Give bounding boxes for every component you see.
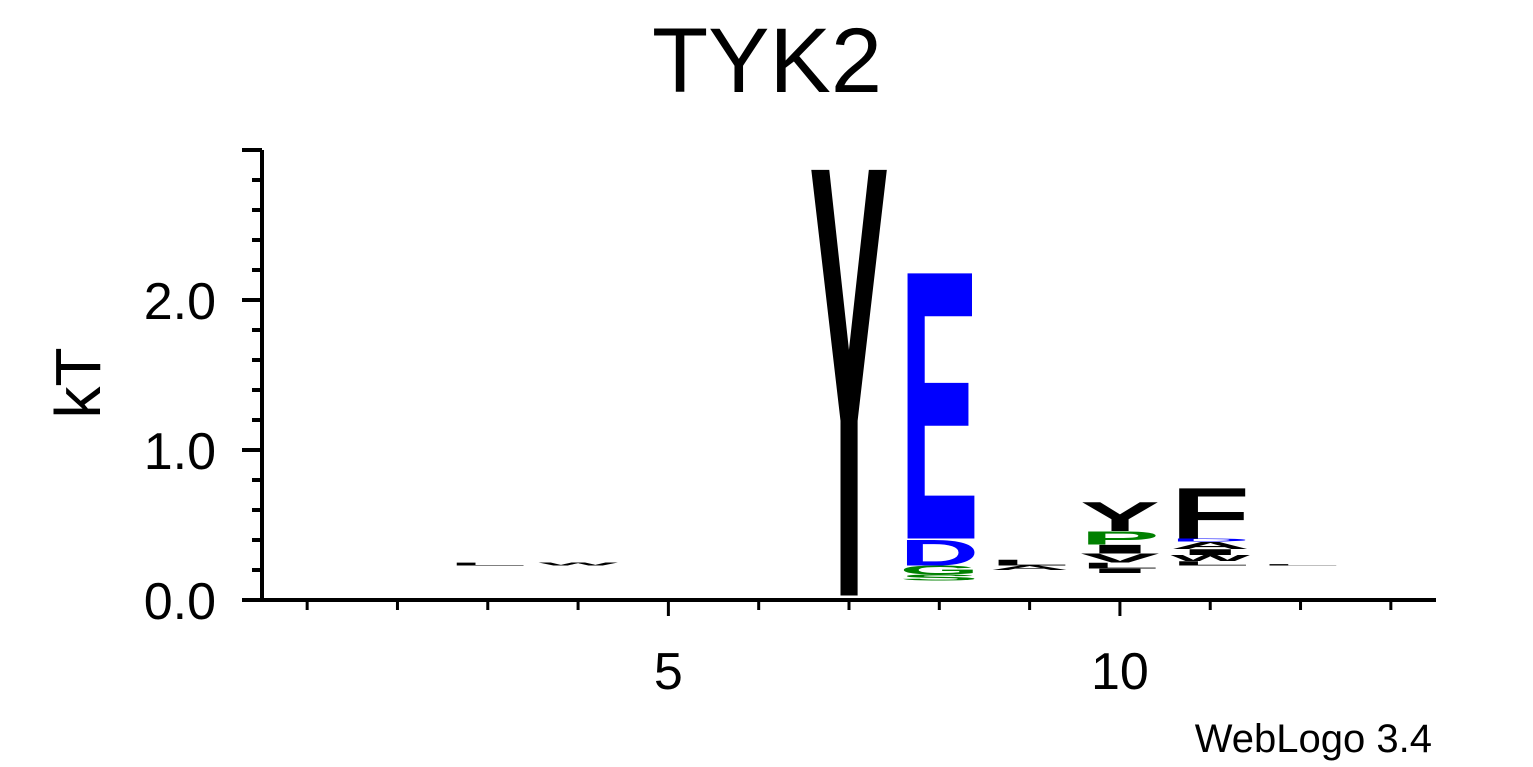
logo-letter-y: Y xyxy=(1080,493,1159,540)
logo-letter-d: D xyxy=(900,532,979,574)
y-tick-label: 2.0 xyxy=(144,273,216,331)
logo-letter-i: I xyxy=(1080,567,1159,574)
logo-letter-i: I xyxy=(1080,542,1159,556)
logo-letter-l: L xyxy=(1261,564,1340,566)
logo-letter-w: W xyxy=(1170,553,1250,562)
logo-letter-l: L xyxy=(990,558,1069,567)
x-tick-label: 5 xyxy=(654,643,683,701)
y-tick-label: 0.0 xyxy=(144,573,216,631)
y-axis-label: kT xyxy=(42,347,114,418)
logo-letter-p: P xyxy=(1080,527,1159,548)
weblogo-credit: WebLogo 3.4 xyxy=(1195,717,1432,761)
chart-title: TYK2 xyxy=(652,10,882,112)
logo-letter-w: W xyxy=(538,562,618,567)
logo-letter-a: A xyxy=(1170,540,1249,552)
logo-letter-v: V xyxy=(1080,551,1159,565)
logo-letter-e: E xyxy=(900,190,979,621)
logo-letter-a: A xyxy=(990,564,1069,571)
logo-letter-f: F xyxy=(1170,472,1249,554)
logo-letter-l: L xyxy=(1170,560,1249,567)
logo-letter-l: L xyxy=(448,562,527,567)
logo-letter-i: I xyxy=(1170,547,1249,556)
logo-letter-l: L xyxy=(1080,561,1159,570)
y-tick-label: 1.0 xyxy=(144,423,216,481)
logo-letter-g: G xyxy=(900,563,979,577)
logo-letter-y: Y xyxy=(809,37,888,728)
logo-letter-s: S xyxy=(900,573,979,582)
logo-letter-d: D xyxy=(1170,538,1249,543)
x-tick-label: 10 xyxy=(1091,643,1149,701)
axes: 0.0 1.0 2.0 5 10 xyxy=(144,148,1436,701)
